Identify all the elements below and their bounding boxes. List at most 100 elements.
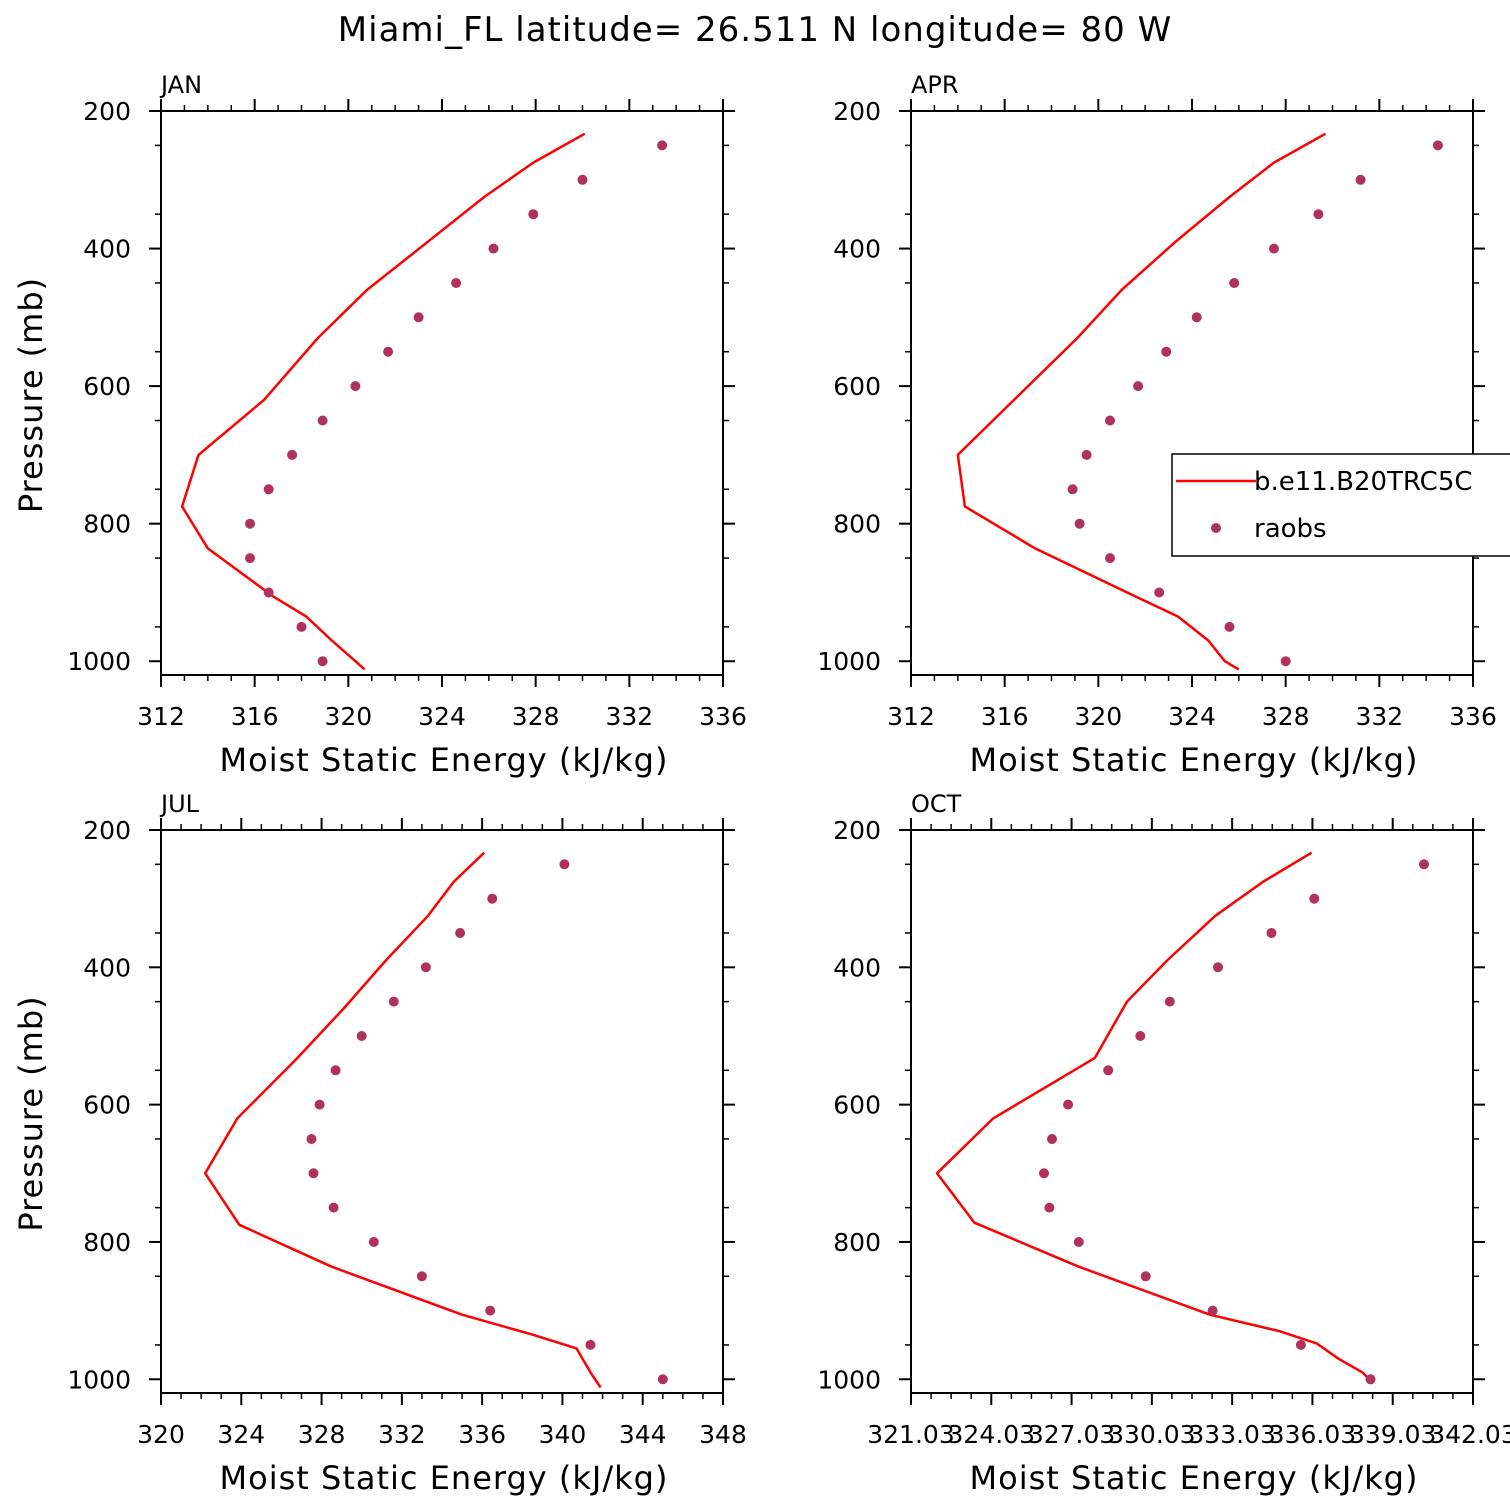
raobs-point [1067,484,1078,495]
legend-model-label: b.e11.B20TRC5C [1254,467,1473,497]
raobs-point [330,1065,341,1076]
raobs-point [657,140,668,151]
raobs-point [1269,243,1279,254]
x-tick-label: 336 [458,1420,506,1449]
y-tick-label: 800 [833,510,881,539]
raobs-point [1081,449,1092,460]
raobs-point [317,656,328,667]
x-tick-label: 324 [418,702,466,731]
y-tick-label: 600 [833,372,881,401]
y-axis-title: Pressure (mb) [12,995,50,1231]
y-tick-label: 600 [83,372,131,401]
raobs-point [559,859,570,870]
legend-obs-marker [1211,523,1221,533]
raobs-point [383,346,394,357]
x-tick-label: 342.03 [1429,1420,1510,1449]
x-axis-title: Moist Static Energy (kJ/kg) [220,741,669,779]
raobs-point [308,1168,319,1179]
raobs-point [1133,381,1144,392]
x-tick-label: 336.03 [1269,1420,1356,1449]
x-tick-label: 328 [512,702,560,731]
raobs-point [657,1374,668,1385]
x-tick-label: 316 [981,702,1029,731]
panel-jan: 312 316 320 324 328 332 336 200 400 600 800 1000 JAN… [12,71,747,779]
y-tick-label: 1000 [817,647,881,676]
x-tick-label: 328 [298,1420,346,1449]
raobs-point [1063,1099,1074,1110]
raobs-point [585,1339,596,1350]
panel-label: OCT [911,790,962,818]
raobs-point [328,1202,339,1213]
y-tick-label: 200 [833,816,881,845]
x-axis-title: Moist Static Energy (kJ/kg) [970,741,1419,779]
panel-label: JAN [159,71,202,99]
raobs-point [1039,1168,1049,1179]
legend-box [1171,453,1510,557]
raobs-point [1191,312,1202,323]
raobs-point [1295,1339,1306,1350]
y-tick-label: 800 [833,1228,881,1257]
plot-frame [160,110,724,676]
raobs-point [416,1271,427,1282]
y-tick-label: 800 [83,1228,131,1257]
y-tick-label: 400 [833,235,881,264]
y-tick-label: 200 [833,97,881,126]
raobs-point [1224,621,1235,632]
x-tick-label: 327.03 [1028,1420,1115,1449]
y-axis-title: Pressure (mb) [12,277,50,513]
y-tick-label: 1000 [817,1365,881,1394]
x-tick-label: 340 [539,1420,587,1449]
page-title: Miami_FL latitude= 26.511 N longitude= 8… [337,10,1173,50]
raobs-point [1044,1202,1055,1213]
x-tick-label: 320 [1074,702,1122,731]
model-profile-line [956,132,1327,671]
raobs-point [287,449,298,460]
raobs-point [314,1099,325,1110]
raobs-point [356,1031,367,1041]
raobs-point [350,381,361,392]
x-tick-label: 348 [699,1420,747,1449]
legend: b.e11.B20TRC5C raobs [1171,453,1510,557]
raobs-point [388,996,399,1007]
panel-oct: 321.03324.03327.03330.03333.03336.03339.… [817,790,1510,1497]
y-tick-label: 200 [83,816,131,845]
y-tick-label: 200 [83,97,131,126]
raobs-point [1432,140,1443,151]
raobs-point [1266,928,1277,938]
raobs-point [1309,893,1320,904]
raobs-point [1161,346,1172,357]
raobs-point [306,1134,317,1144]
raobs-point [1105,415,1115,426]
raobs-point [1313,209,1324,220]
x-tick-label: 336 [1449,702,1497,731]
y-tick-label: 400 [833,953,881,982]
raobs-point [1154,587,1165,598]
panel-label: APR [911,71,959,99]
raobs-point [488,243,499,254]
x-tick-label: 336 [699,702,747,731]
x-tick-label: 324.03 [948,1420,1035,1449]
x-tick-label: 332 [605,702,653,731]
raobs-point [1047,1134,1057,1144]
y-tick-label: 600 [83,1091,131,1120]
raobs-point [455,928,466,938]
x-tick-label: 324 [1168,702,1216,731]
raobs-point [420,962,431,973]
raobs-point [317,415,328,426]
raobs-point [245,553,255,564]
raobs-point [368,1237,379,1247]
raobs-point [1213,962,1223,973]
y-tick-label: 1000 [67,1365,131,1394]
x-tick-label: 328 [1262,702,1310,731]
raobs-point [485,1305,496,1316]
plot-frame [910,110,1474,676]
model-profile-line [935,851,1375,1385]
x-tick-label: 312 [887,702,935,731]
x-tick-label: 339.03 [1349,1420,1436,1449]
x-axis-title: Moist Static Energy (kJ/kg) [970,1459,1419,1497]
raobs-point [1365,1374,1376,1385]
x-tick-label: 320 [324,702,372,731]
x-tick-label: 332 [1355,702,1403,731]
raobs-point [245,518,255,529]
